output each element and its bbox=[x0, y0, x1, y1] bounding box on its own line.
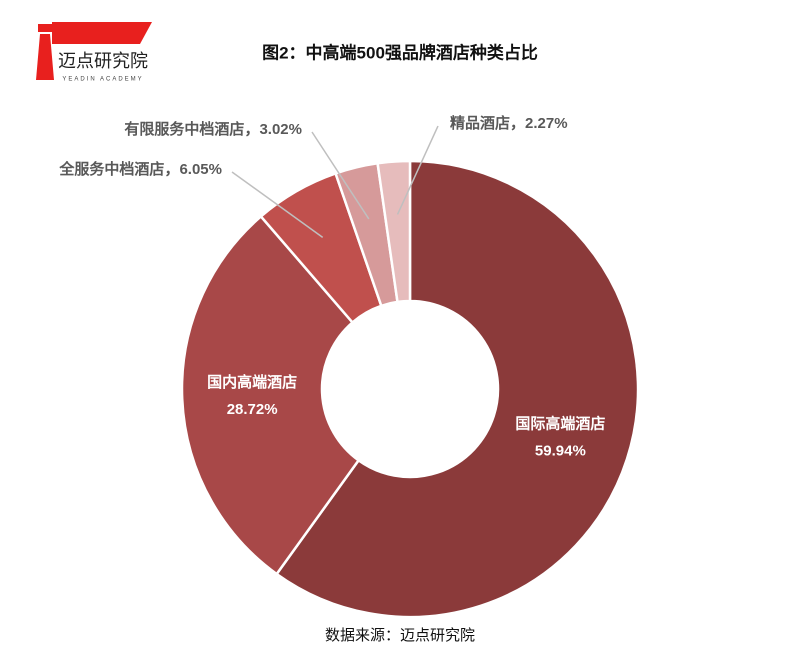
logo-subtitle: YEADIN ACADEMY bbox=[62, 77, 143, 83]
label-category: 有限服务中档酒店 bbox=[124, 120, 244, 138]
slice-category-label: 国内高端酒店 bbox=[207, 373, 297, 391]
slice-value-label: 59.94% bbox=[535, 443, 586, 460]
logo-name: 迈点研究院 bbox=[58, 51, 148, 71]
label-separator: ， bbox=[244, 121, 259, 138]
slice-category-label: 国际高端酒店 bbox=[515, 415, 605, 433]
outside-label: 全服务中档酒店，6.05% bbox=[58, 160, 222, 178]
label-category: 精品酒店 bbox=[450, 114, 510, 132]
logo: 迈点研究院 YEADIN ACADEMY bbox=[36, 22, 152, 83]
donut-slice bbox=[180, 214, 361, 576]
label-value: 3.02% bbox=[259, 121, 302, 138]
outside-label: 有限服务中档酒店，3.02% bbox=[124, 120, 302, 138]
logo-lamp bbox=[38, 24, 52, 32]
label-value: 2.27% bbox=[525, 115, 568, 132]
leader-line bbox=[396, 125, 439, 215]
leader-line bbox=[311, 131, 370, 220]
leader-line bbox=[231, 171, 324, 238]
slice-value-label: 28.72% bbox=[227, 401, 278, 418]
logo-tower bbox=[36, 34, 54, 80]
outside-label: 精品酒店，2.27% bbox=[450, 114, 568, 132]
label-category: 全服务中档酒店 bbox=[58, 160, 164, 178]
chart-title: 图2：中高端500强品牌酒店种类占比 bbox=[262, 42, 538, 62]
label-separator: ， bbox=[164, 161, 179, 178]
donut-slice bbox=[376, 159, 412, 304]
label-separator: ， bbox=[510, 115, 525, 132]
donut-slice bbox=[274, 159, 640, 619]
logo-banner bbox=[52, 22, 152, 44]
source: 数据来源：迈点研究院 bbox=[325, 626, 475, 644]
label-value: 6.05% bbox=[179, 161, 222, 178]
